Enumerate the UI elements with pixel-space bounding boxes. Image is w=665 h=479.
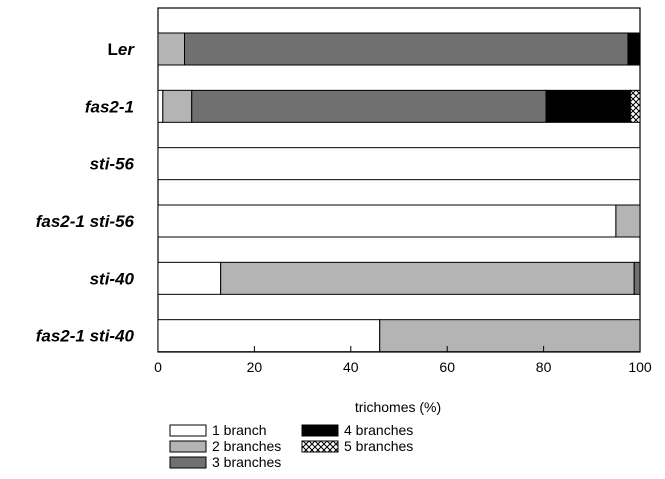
legend-label: 3 branches [212, 454, 281, 470]
legend-swatch [169, 456, 207, 469]
category-label: fas2-1 sti-40 [36, 327, 135, 346]
x-tick-label: 20 [247, 359, 263, 375]
bar-segment [191, 89, 547, 123]
legend-swatch [301, 424, 339, 437]
bar-segment [615, 204, 641, 238]
bar-segment [157, 319, 381, 353]
bar-segment [184, 32, 629, 66]
bars-group [157, 7, 641, 353]
legend-swatch [169, 424, 207, 437]
x-tick-label: 0 [154, 359, 162, 375]
legend-label: 5 branches [344, 438, 413, 454]
bar-segment [157, 32, 186, 66]
x-tick-label: 100 [628, 359, 652, 375]
x-tick-label: 60 [439, 359, 455, 375]
bar-segment [157, 147, 641, 181]
category-labels: Ler fas2-1 sti-56 fas2-1 sti-56 sti-40 fas2-1… [36, 40, 136, 346]
category-label: sti-56 [90, 155, 135, 174]
x-tick-label: 80 [536, 359, 552, 375]
legend-swatch [301, 440, 339, 453]
legend-swatch [169, 440, 207, 453]
bar-segment [157, 204, 617, 238]
legend-label: 1 branch [212, 422, 266, 438]
x-tick-label: 40 [343, 359, 359, 375]
bar-segment [157, 261, 222, 295]
legend-label: 2 branches [212, 438, 281, 454]
legend-label: 4 branches [344, 422, 413, 438]
bar-segment [379, 319, 641, 353]
bar-segment [157, 89, 164, 123]
bar-segment [633, 261, 641, 295]
bar-segment [162, 89, 193, 123]
bar-segment [629, 89, 641, 123]
category-label: Ler [108, 40, 136, 59]
bar-segment [545, 89, 631, 123]
category-label: fas2-1 [85, 97, 134, 116]
bar-segment [627, 32, 641, 66]
x-axis-label: trichomes (%) [355, 399, 441, 415]
x-axis: 0 20 40 60 80 100 [154, 346, 652, 375]
bar-segment [220, 261, 635, 295]
category-label: fas2-1 sti-56 [36, 212, 135, 231]
category-label: sti-40 [90, 269, 135, 288]
